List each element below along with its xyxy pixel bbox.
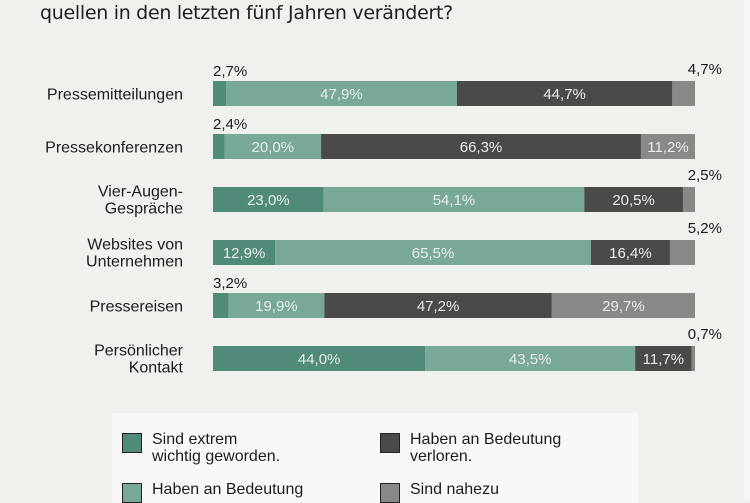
category-label-pressereisen: Pressereisen <box>90 299 183 316</box>
category-label-vier-augen-gespr-che: Vier-Augen-Gespräche <box>98 184 183 218</box>
data-label-pressereisen-an-bedeutung-gewonnen: 19,9% <box>255 298 298 315</box>
data-label-pressekonferenzen-an-bedeutung-verloren: 66,3% <box>460 139 503 156</box>
data-label-pressereisen-an-bedeutung-verloren: 47,2% <box>417 298 460 315</box>
bar-segment-pers-nlicherkontakt-extrem-wichtig <box>213 346 426 371</box>
data-label-pressemitteilungen-extrem-wichtig: 2,7% <box>213 63 247 80</box>
data-label-vier-augen-gespr-che-an-bedeutung-verloren: 20,5% <box>612 192 655 209</box>
data-label-pressekonferenzen-nahezu-bedeutungslos: 11,2% <box>647 139 688 156</box>
legend-label-extrem-wichtig: Sind extrem wichtig geworden. <box>152 431 281 465</box>
bar-segment-vier-augen-gespr-che-nahezu-bedeutungslos <box>682 187 695 212</box>
legend-label-gewonnen: Haben an Bedeutung <box>152 481 304 498</box>
category-label-pers-nlicherkontakt: Persönlicher Kontakt <box>94 343 184 377</box>
data-label-pressereisen-extrem-wichtig: 3,2% <box>213 275 247 292</box>
bar-segment-pressekonferenzen-an-bedeutung-gewonnen <box>224 134 322 159</box>
bar-segment-vier-augen-gespr-che-an-bedeutung-verloren <box>584 187 683 212</box>
data-label-pers-nlicherkontakt-an-bedeutung-verloren: 11,7% <box>643 351 684 368</box>
legend-item-bedeutungslos: Sind nahezu <box>380 481 499 503</box>
legend-swatch-bedeutungslos <box>380 483 400 503</box>
data-label-pressereisen-nahezu-bedeutungslos: 29,7% <box>602 298 645 315</box>
bar-segment-pressemitteilungen-extrem-wichtig <box>213 81 227 106</box>
bar-segment-pressekonferenzen-nahezu-bedeutungslos <box>640 134 695 159</box>
data-label-websites-vonunternehmen-nahezu-bedeutungslos: 5,2% <box>688 220 722 237</box>
legend-swatch-verloren <box>380 433 400 453</box>
legend-swatch-gewonnen <box>122 483 142 503</box>
chart-title: quellen in den letzten fünf Jahren verän… <box>40 2 453 24</box>
bar-segment-pressereisen-extrem-wichtig <box>213 293 229 318</box>
legend-label-bedeutungslos: Sind nahezu <box>410 481 499 498</box>
legend-item-gewonnen: Haben an Bedeutung <box>122 481 303 503</box>
data-label-websites-vonunternehmen-extrem-wichtig: 12,9% <box>223 245 266 262</box>
data-label-pressemitteilungen-nahezu-bedeutungslos: 4,7% <box>688 61 722 78</box>
bar-segment-websites-vonunternehmen-an-bedeutung-gewonnen <box>275 240 591 265</box>
category-label-pressekonferenzen: Pressekonferenzen <box>45 140 183 157</box>
legend-label-verloren: Haben an Bedeutung verloren. <box>410 431 562 465</box>
bar-segment-pers-nlicherkontakt-an-bedeutung-verloren <box>635 346 692 371</box>
data-label-pressemitteilungen-an-bedeutung-verloren: 44,7% <box>543 86 586 103</box>
legend-item-verloren: Haben an Bedeutung verloren. <box>380 431 561 465</box>
data-label-pers-nlicherkontakt-extrem-wichtig: 44,0% <box>298 351 341 368</box>
bar-segment-websites-vonunternehmen-an-bedeutung-verloren <box>590 240 670 265</box>
page-edge <box>744 0 750 500</box>
category-label-pressemitteilungen: Pressemitteilungen <box>47 87 183 104</box>
bar-segment-pressereisen-nahezu-bedeutungslos <box>551 293 695 318</box>
bar-segment-pressekonferenzen-extrem-wichtig <box>213 134 225 159</box>
data-label-pers-nlicherkontakt-an-bedeutung-gewonnen: 43,5% <box>509 351 552 368</box>
data-label-websites-vonunternehmen-an-bedeutung-verloren: 16,4% <box>609 245 652 262</box>
category-label-websites-vonunternehmen: Websites von Unternehmen <box>86 237 183 271</box>
data-label-vier-augen-gespr-che-an-bedeutung-gewonnen: 54,1% <box>433 192 476 209</box>
bar-segment-pressemitteilungen-nahezu-bedeutungslos <box>672 81 695 106</box>
legend: Sind extrem wichtig geworden. Haben an B… <box>112 413 638 503</box>
data-label-vier-augen-gespr-che-nahezu-bedeutungslos: 2,5% <box>688 167 722 184</box>
data-label-vier-augen-gespr-che-extrem-wichtig: 23,0% <box>247 192 290 209</box>
legend-swatch-extrem-wichtig <box>122 433 142 453</box>
bar-segment-pressereisen-an-bedeutung-verloren <box>324 293 552 318</box>
bar-segment-pressekonferenzen-an-bedeutung-verloren <box>321 134 641 159</box>
bar-segment-vier-augen-gespr-che-extrem-wichtig <box>213 187 324 212</box>
data-label-pers-nlicherkontakt-nahezu-bedeutungslos: 0,7% <box>688 326 722 343</box>
legend-item-extrem-wichtig: Sind extrem wichtig geworden. <box>122 431 280 465</box>
data-label-websites-vonunternehmen-an-bedeutung-gewonnen: 65,5% <box>412 245 455 262</box>
bar-segment-pressereisen-an-bedeutung-gewonnen <box>228 293 325 318</box>
stacked-bar-chart: Pressemitteilungen 2,7% 47,9% 44,7% 4,7% Pres… <box>45 61 722 377</box>
bar-segment-pressemitteilungen-an-bedeutung-gewonnen <box>226 81 457 106</box>
data-label-pressemitteilungen-an-bedeutung-gewonnen: 47,9% <box>320 86 363 103</box>
bar-segment-websites-vonunternehmen-extrem-wichtig <box>213 240 276 265</box>
bar-segment-pers-nlicherkontakt-an-bedeutung-gewonnen <box>425 346 636 371</box>
data-label-pressekonferenzen-an-bedeutung-gewonnen: 20,0% <box>252 139 295 156</box>
bar-segment-websites-vonunternehmen-nahezu-bedeutungslos <box>669 240 695 265</box>
bar-segment-vier-augen-gespr-che-an-bedeutung-gewonnen <box>323 187 585 212</box>
bar-segment-pers-nlicherkontakt-nahezu-bedeutungslos <box>691 346 695 371</box>
data-label-pressekonferenzen-extrem-wichtig: 2,4% <box>213 116 247 133</box>
bar-segment-pressemitteilungen-an-bedeutung-verloren <box>456 81 673 106</box>
